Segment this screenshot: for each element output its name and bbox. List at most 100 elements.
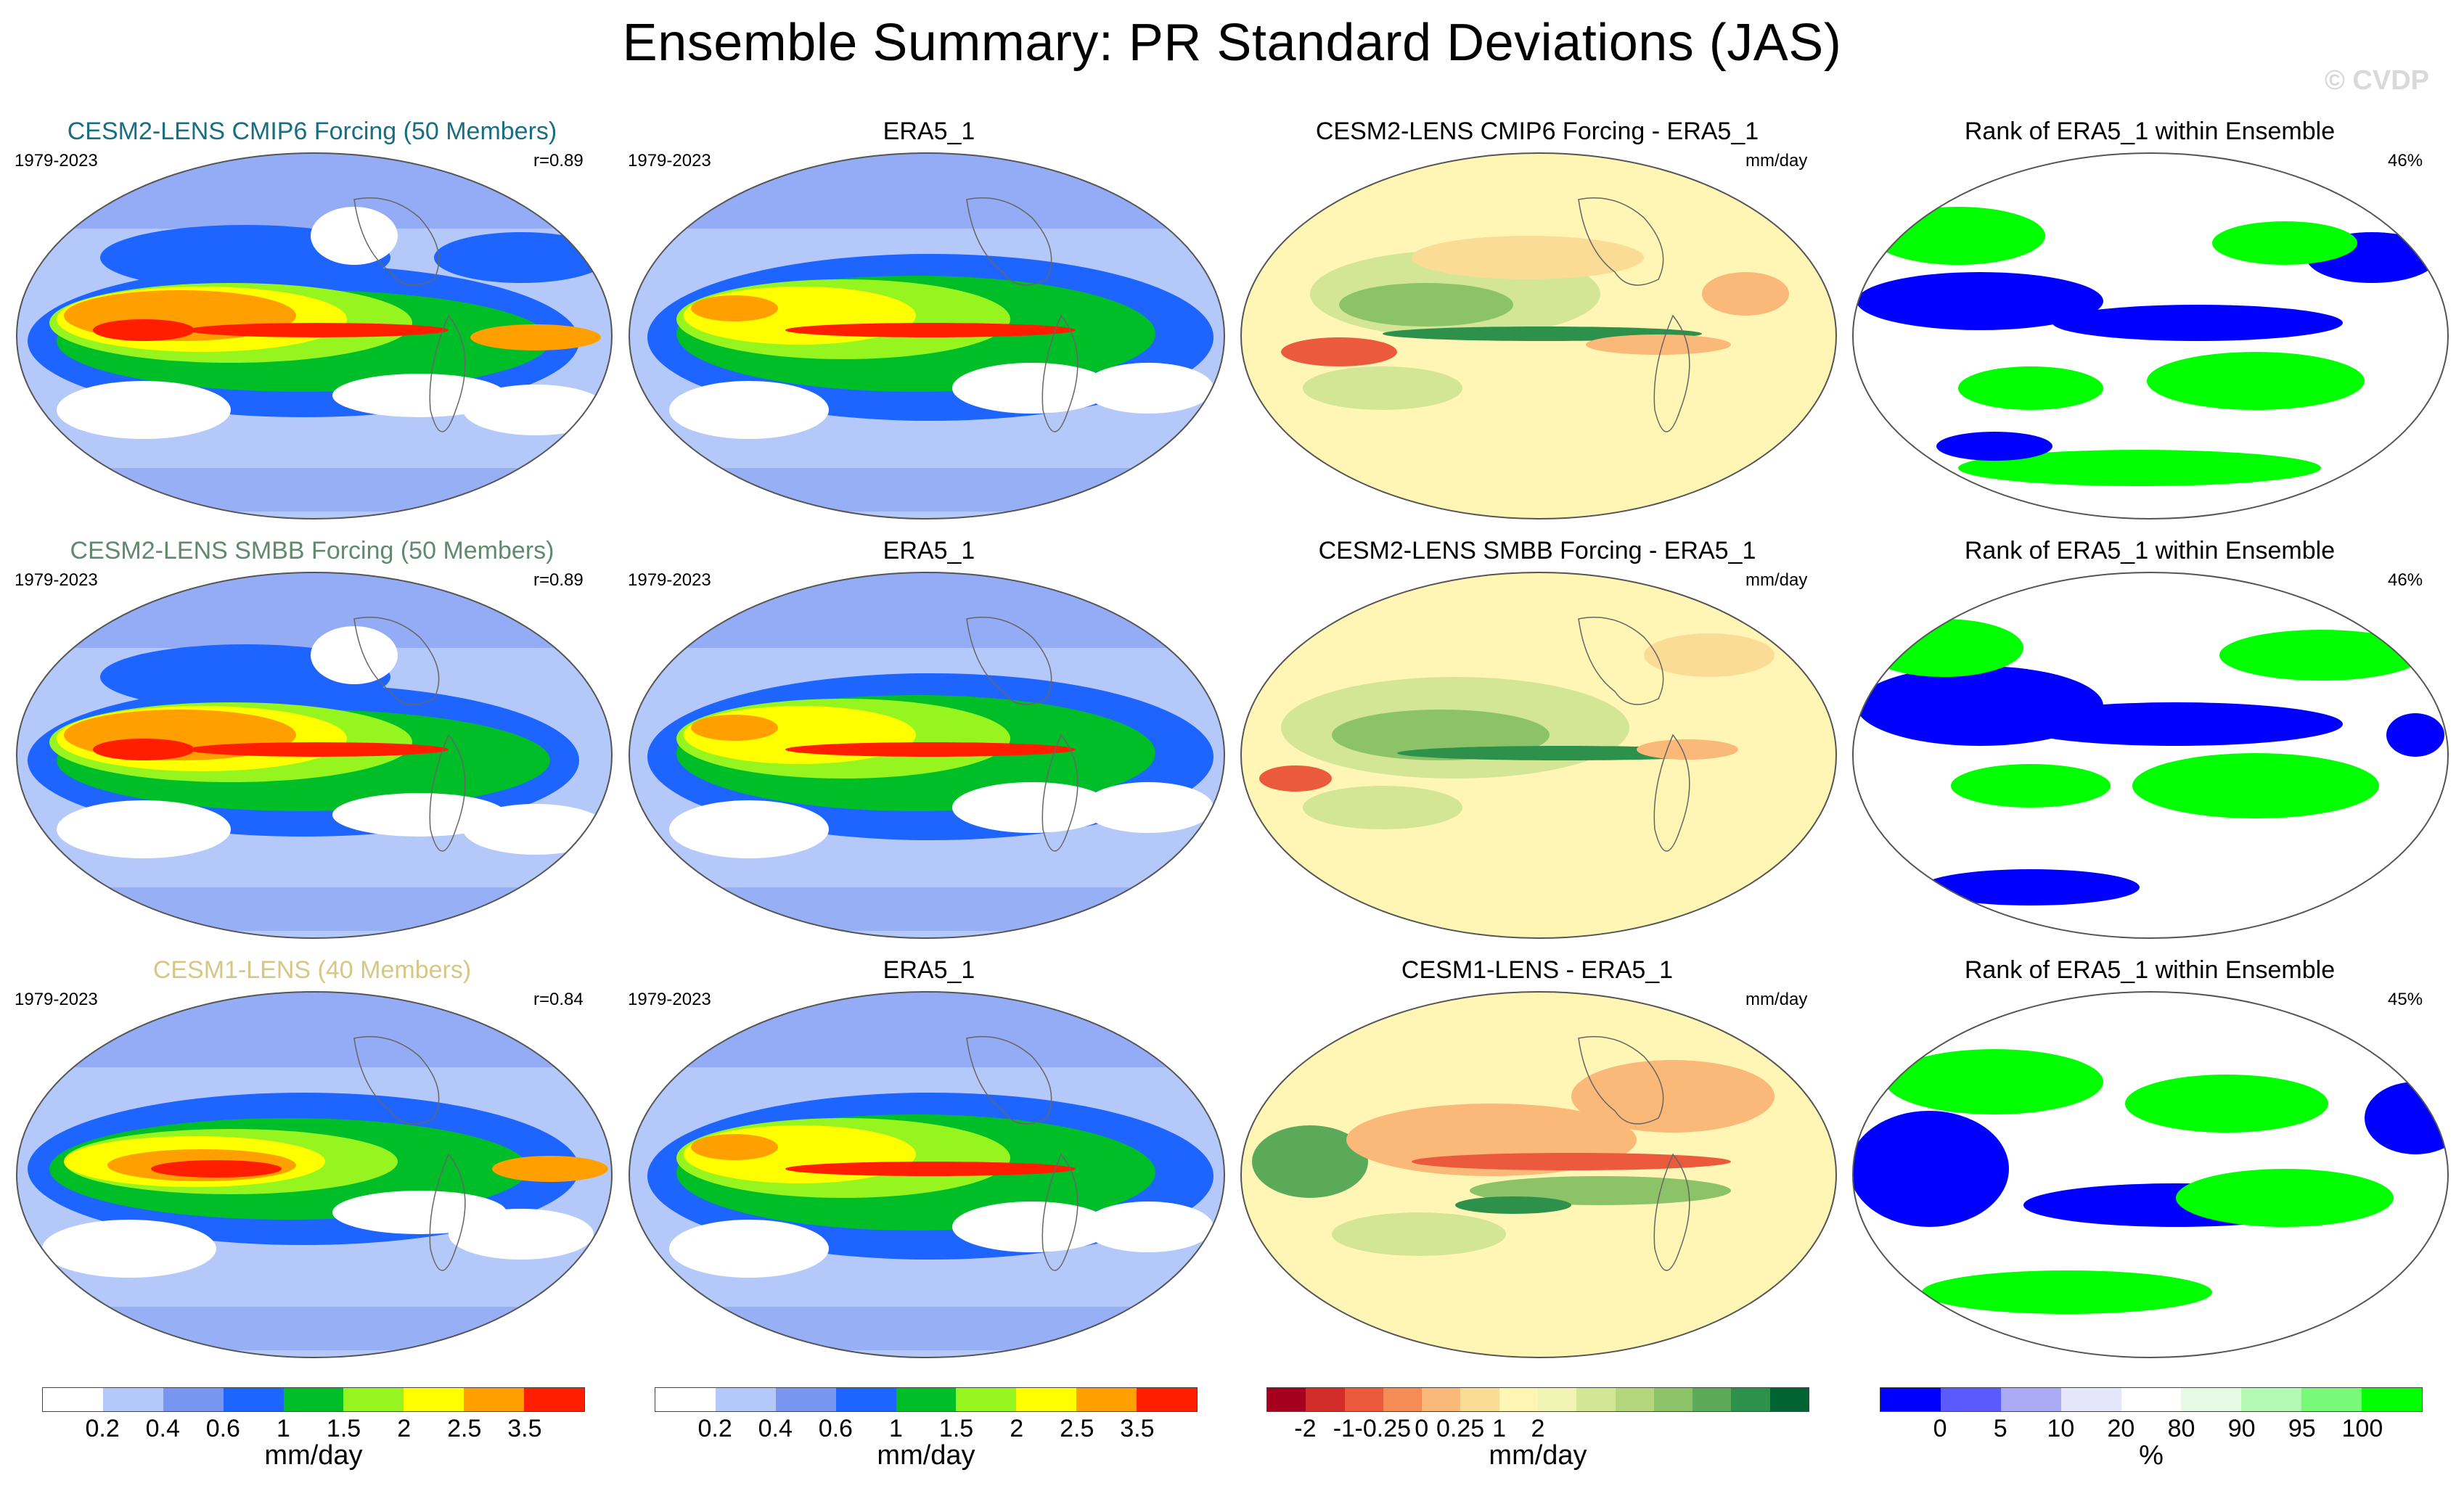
std-colorbar-swatch bbox=[956, 1388, 1017, 1411]
rank-colorbar bbox=[1880, 1387, 2423, 1412]
std-colorbar-tick-label: 2.5 bbox=[1060, 1415, 1094, 1442]
rank-colorbar-ticks: 0 5 10 20 80 90 95 100 bbox=[1880, 1415, 2423, 1444]
model-years-label: 1979-2023 bbox=[15, 151, 98, 171]
rank-colorbar-swatch bbox=[2241, 1388, 2302, 1411]
rank-colorbar-tick-label: 90 bbox=[2227, 1415, 2256, 1442]
diff-colorbar-tick-label: 0.25 bbox=[1436, 1415, 1485, 1442]
model-panel-title: CESM1-LENS (40 Members) bbox=[152, 956, 472, 984]
rank-colorbar-swatch bbox=[2181, 1388, 2242, 1411]
std-colorbar-swatch bbox=[775, 1388, 836, 1411]
diff-colorbar-swatch bbox=[1537, 1388, 1577, 1411]
std-colorbar-tick-label: 3.5 bbox=[1120, 1415, 1155, 1442]
rank-colorbar-swatch bbox=[2362, 1388, 2423, 1411]
diff-colorbar-swatch bbox=[1422, 1388, 1461, 1411]
diff-colorbar-tick-label: -2 bbox=[1294, 1415, 1317, 1442]
rank-colorbar-tick-label: 95 bbox=[2288, 1415, 2316, 1442]
obs-years-label: 1979-2023 bbox=[628, 990, 711, 1009]
rank-colorbar-tick-label: 100 bbox=[2341, 1415, 2383, 1442]
rank-colorbar-units: % bbox=[2139, 1440, 2164, 1471]
std-colorbar-tick-label: 1.5 bbox=[938, 1415, 974, 1442]
std-colorbar-tick-label: 0.2 bbox=[697, 1415, 732, 1442]
model-panel-title: CESM2-LENS SMBB Forcing (50 Members) bbox=[70, 537, 554, 564]
std-colorbar-tick-label: 0.2 bbox=[85, 1415, 120, 1442]
obs-years-label: 1979-2023 bbox=[628, 151, 711, 171]
obs-std-map bbox=[629, 572, 1225, 939]
std-colorbar-ticks: 0.2 0.4 0.6 1 1.5 2 2.5 3.5 bbox=[42, 1415, 585, 1444]
std-colorbar-tick-label: 2 bbox=[397, 1415, 412, 1442]
std-colorbar-swatch bbox=[163, 1388, 224, 1411]
diff-colorbar-tick-label: 1 bbox=[1492, 1415, 1507, 1442]
rank-colorbar-tick-label: 80 bbox=[2167, 1415, 2195, 1442]
std-colorbar-swatch bbox=[835, 1388, 896, 1411]
diff-colorbar-tick-label: -1 bbox=[1333, 1415, 1355, 1442]
std-colorbar-swatch bbox=[404, 1388, 464, 1411]
model-correlation-label: r=0.89 bbox=[533, 151, 584, 171]
diff-colorbar-tick-label: 0 bbox=[1415, 1415, 1429, 1442]
diff-colorbar-swatch bbox=[1653, 1388, 1693, 1411]
model-panel-title: CESM2-LENS CMIP6 Forcing (50 Members) bbox=[67, 118, 557, 145]
std-colorbar-swatch bbox=[1137, 1388, 1198, 1411]
std-colorbar-tick-label: 1 bbox=[276, 1415, 290, 1442]
diff-colorbar-swatch bbox=[1615, 1388, 1654, 1411]
rank-colorbar-swatch bbox=[1940, 1388, 2001, 1411]
rank-colorbar-tick-label: 20 bbox=[2107, 1415, 2135, 1442]
std-colorbar-swatch bbox=[464, 1388, 525, 1411]
std-colorbar-tick-label: 0.6 bbox=[818, 1415, 853, 1442]
model-correlation-label: r=0.89 bbox=[533, 570, 584, 590]
obs-years-label: 1979-2023 bbox=[628, 570, 711, 590]
diff-map bbox=[1240, 152, 1837, 519]
diff-panel-title: CESM2-LENS SMBB Forcing - ERA5_1 bbox=[1318, 537, 1756, 564]
model-std-map bbox=[16, 572, 613, 939]
diff-map bbox=[1240, 991, 1837, 1358]
rank-percent-label: 45% bbox=[2388, 990, 2423, 1009]
rank-colorbar-tick-label: 5 bbox=[1993, 1415, 2007, 1442]
model-correlation-label: r=0.84 bbox=[533, 990, 584, 1009]
diff-colorbar-swatch bbox=[1306, 1388, 1345, 1411]
std-colorbar-tick-label: 1 bbox=[888, 1415, 903, 1442]
diff-panel-title: CESM2-LENS CMIP6 Forcing - ERA5_1 bbox=[1315, 118, 1759, 145]
diff-colorbar-swatch bbox=[1267, 1388, 1306, 1411]
std-colorbar-swatch bbox=[1016, 1388, 1077, 1411]
diff-colorbar-swatch bbox=[1769, 1388, 1809, 1411]
rank-panel-title: Rank of ERA5_1 within Ensemble bbox=[1964, 118, 2336, 145]
std-colorbar-swatch bbox=[896, 1388, 957, 1411]
diff-panel-title: CESM1-LENS - ERA5_1 bbox=[1401, 956, 1674, 984]
rank-colorbar-swatch bbox=[1880, 1388, 1941, 1411]
std-colorbar-tick-label: 2.5 bbox=[447, 1415, 482, 1442]
obs-panel-title: ERA5_1 bbox=[883, 956, 975, 984]
rank-percent-label: 46% bbox=[2388, 570, 2423, 590]
rank-percent-label: 46% bbox=[2388, 151, 2423, 171]
std-colorbar-swatch bbox=[1076, 1388, 1137, 1411]
cvdp-watermark: © CVDP bbox=[2324, 65, 2429, 96]
diff-colorbar-swatch bbox=[1693, 1388, 1732, 1411]
diff-colorbar-ticks: -2 -1 -0.25 0 0.25 1 2 bbox=[1266, 1415, 1809, 1444]
model-std-map bbox=[16, 152, 613, 519]
figure-title: Ensemble Summary: PR Standard Deviations… bbox=[622, 14, 1842, 72]
std-colorbar-swatch bbox=[655, 1388, 716, 1411]
std-colorbar-tick-label: 0.6 bbox=[205, 1415, 240, 1442]
std-colorbar-swatch bbox=[223, 1388, 284, 1411]
diff-map bbox=[1240, 572, 1837, 939]
std-colorbar-tick-label: 2 bbox=[1010, 1415, 1024, 1442]
diff-colorbar-swatch bbox=[1731, 1388, 1770, 1411]
rank-map bbox=[1852, 991, 2449, 1358]
diff-colorbar-swatch bbox=[1383, 1388, 1423, 1411]
obs-panel-title: ERA5_1 bbox=[883, 537, 975, 564]
std-colorbar-tick-label: 1.5 bbox=[326, 1415, 361, 1442]
obs-std-map bbox=[629, 152, 1225, 519]
rank-panel-title: Rank of ERA5_1 within Ensemble bbox=[1964, 537, 2336, 564]
std-colorbar-tick-label: 0.4 bbox=[758, 1415, 793, 1442]
diff-colorbar-tick-label: -0.25 bbox=[1354, 1415, 1412, 1442]
rank-colorbar-swatch bbox=[2301, 1388, 2362, 1411]
std-colorbar bbox=[655, 1387, 1198, 1412]
rank-colorbar-swatch bbox=[2000, 1388, 2061, 1411]
rank-panel-title: Rank of ERA5_1 within Ensemble bbox=[1964, 956, 2336, 984]
diff-colorbar-swatch bbox=[1460, 1388, 1499, 1411]
rank-colorbar-swatch bbox=[2060, 1388, 2121, 1411]
std-colorbar-swatch bbox=[715, 1388, 776, 1411]
obs-std-map bbox=[629, 991, 1225, 1358]
rank-map bbox=[1852, 572, 2449, 939]
rank-map bbox=[1852, 152, 2449, 519]
std-colorbar-units: mm/day bbox=[877, 1440, 975, 1471]
std-colorbar-tick-label: 3.5 bbox=[507, 1415, 542, 1442]
